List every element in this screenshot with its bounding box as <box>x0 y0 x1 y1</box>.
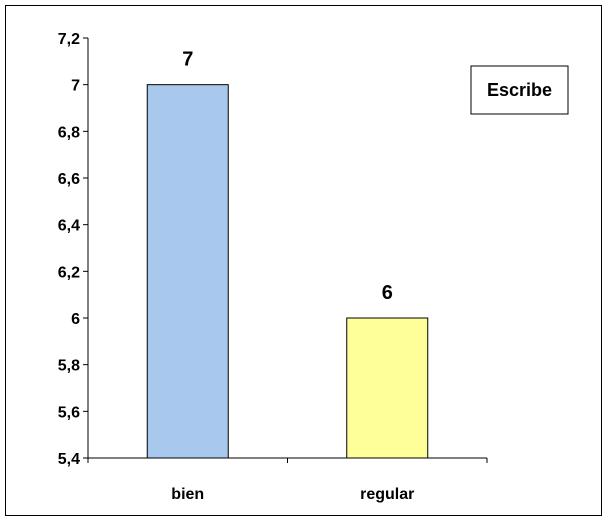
y-tick-label: 5,6 <box>58 404 80 421</box>
bar-bien <box>146 84 229 459</box>
legend-label: Escribe <box>487 80 552 100</box>
y-tick-label: 6,8 <box>58 124 80 141</box>
data-label: 7 <box>182 49 193 71</box>
x-tick-label: bien <box>171 486 204 503</box>
y-tick-label: 6,2 <box>58 264 80 281</box>
bars <box>146 84 429 459</box>
legend-box <box>470 65 569 115</box>
y-tick-label: 7 <box>71 78 80 95</box>
y-axis: 5,4 5,6 5,8 6 6,2 6,4 6,6 6,8 7 7,2 <box>58 31 89 468</box>
y-tick-label: 5,8 <box>58 358 80 375</box>
bar-regular <box>346 317 429 459</box>
y-tick-label: 6,4 <box>58 218 80 235</box>
legend: Escribe <box>470 65 569 115</box>
data-label: 6 <box>382 282 393 304</box>
x-tick-label: regular <box>360 486 414 503</box>
y-tick-label: 7,2 <box>58 31 80 48</box>
y-tick-label: 5,4 <box>58 451 80 468</box>
data-labels: 76 <box>182 49 393 304</box>
x-axis: bien regular <box>87 457 488 503</box>
y-tick-label: 6 <box>71 311 80 328</box>
y-tick-label: 6,6 <box>58 171 80 188</box>
